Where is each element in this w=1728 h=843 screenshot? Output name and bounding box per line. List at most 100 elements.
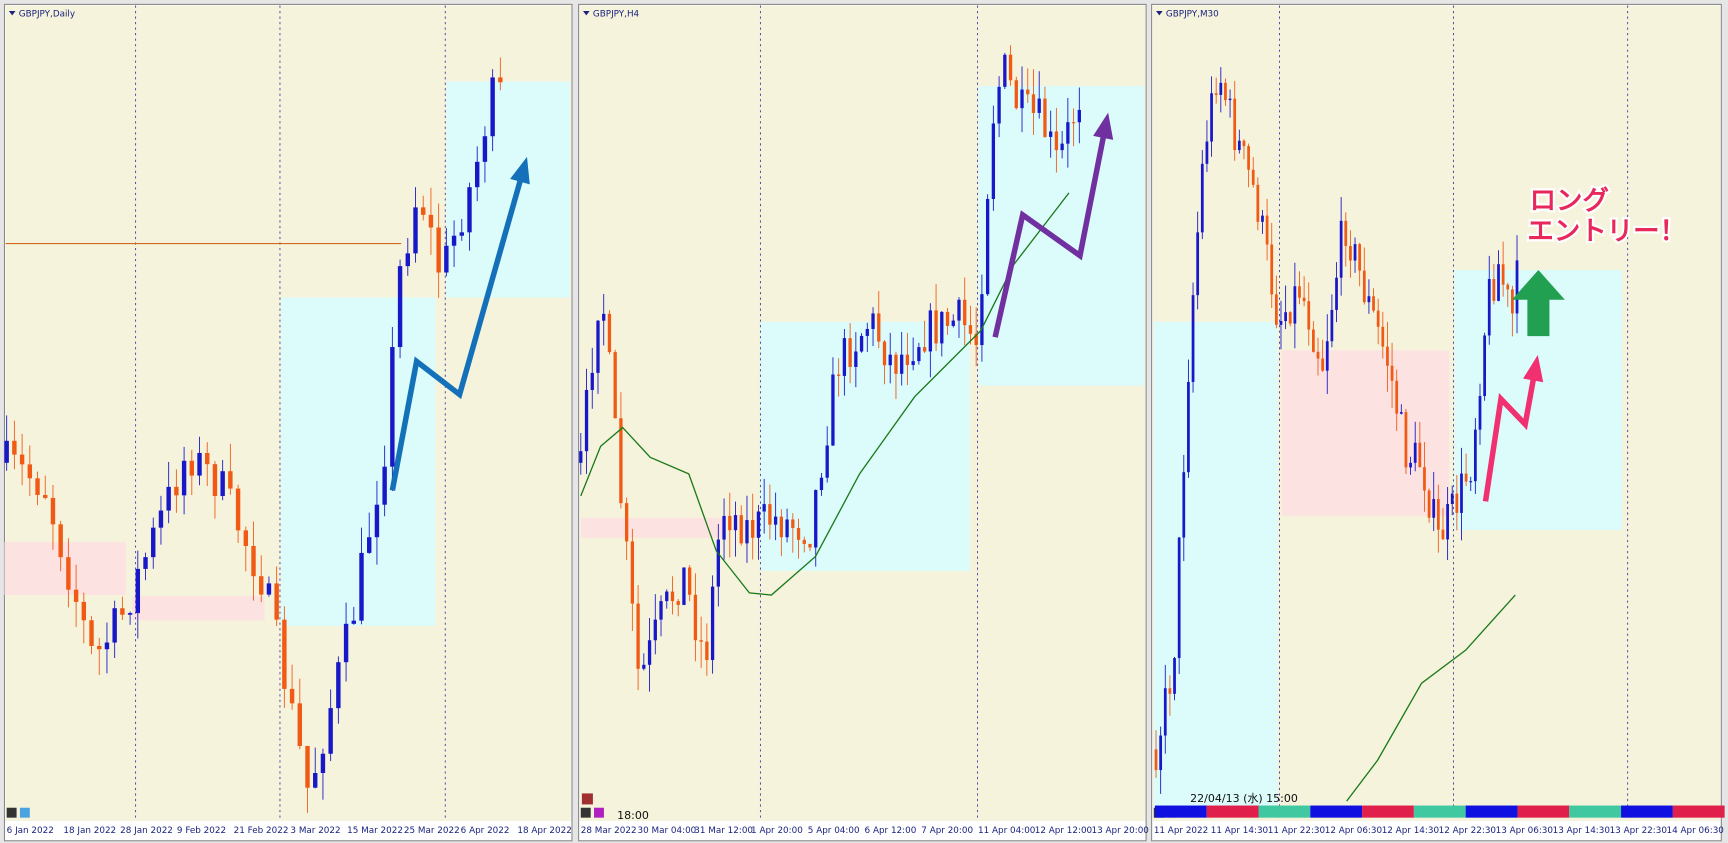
- candle: [1372, 296, 1375, 311]
- candle: [894, 354, 898, 374]
- candle: [596, 320, 600, 373]
- candle: [1219, 82, 1223, 95]
- candle: [359, 552, 364, 621]
- candle: [613, 352, 617, 419]
- candle: [1037, 98, 1041, 113]
- candle: [1242, 140, 1246, 147]
- candle: [1483, 335, 1487, 397]
- title-marker: [8, 11, 16, 16]
- zone: [580, 517, 725, 538]
- candle: [50, 497, 56, 525]
- candle: [1376, 310, 1380, 327]
- candle: [1478, 396, 1482, 430]
- panel-title: GBPJPY,H4: [593, 10, 640, 20]
- candle: [1251, 169, 1255, 185]
- candle: [1487, 278, 1491, 336]
- candle: [945, 311, 950, 326]
- candle: [212, 464, 218, 496]
- candle: [498, 77, 503, 83]
- candle: [728, 515, 732, 531]
- candle: [1284, 312, 1287, 322]
- zone: [281, 297, 436, 626]
- candle: [751, 520, 755, 538]
- candle: [665, 591, 669, 602]
- zone: [1281, 350, 1450, 516]
- trend-arrow: [992, 120, 1110, 338]
- x-axis-label: 13 Apr 14:30: [1553, 826, 1611, 836]
- candle: [1293, 286, 1297, 324]
- candle: [1330, 309, 1334, 342]
- trend-arrow: [389, 164, 528, 491]
- candle: [871, 313, 875, 329]
- candle: [266, 583, 272, 595]
- candle: [905, 354, 910, 366]
- close-button: [581, 793, 593, 805]
- candle: [1464, 473, 1468, 482]
- candle: [1409, 462, 1412, 468]
- candle: [642, 664, 646, 669]
- candle: [997, 86, 1001, 124]
- candle: [1279, 321, 1283, 325]
- candle: [1386, 346, 1389, 366]
- candle: [991, 123, 996, 199]
- candle: [4, 440, 9, 463]
- candle: [151, 527, 156, 558]
- candle: [842, 338, 847, 376]
- session-bar: [1206, 805, 1259, 818]
- x-axis-label: 7 Apr 20:00: [921, 826, 973, 836]
- x-axis-label: 5 Apr 04:00: [808, 826, 860, 836]
- x-axis-label: 15 Mar 2022: [347, 826, 403, 836]
- candle: [590, 372, 594, 390]
- candle: [1163, 688, 1167, 736]
- candle: [1014, 80, 1018, 109]
- candle: [181, 460, 187, 496]
- candle: [1450, 493, 1454, 505]
- candle: [636, 603, 640, 669]
- candle: [980, 294, 984, 346]
- candle: [405, 253, 410, 267]
- candle: [382, 466, 387, 505]
- candle: [1367, 296, 1371, 303]
- candle: [1427, 490, 1431, 518]
- candle: [1469, 481, 1473, 483]
- time-label: 18:00: [617, 809, 649, 822]
- zone: [446, 81, 570, 298]
- candle: [1298, 286, 1301, 298]
- candle: [934, 310, 938, 344]
- x-axis-label: 12 Apr 06:30: [1325, 826, 1383, 836]
- candle: [1307, 301, 1311, 330]
- candle: [957, 299, 961, 321]
- candle: [274, 583, 279, 620]
- candle: [1492, 278, 1496, 301]
- zone: [760, 321, 970, 571]
- candle: [1381, 326, 1385, 347]
- x-axis-label: 18 Apr 2022: [517, 826, 571, 836]
- candle: [1159, 735, 1163, 771]
- candle: [877, 313, 881, 342]
- candle: [814, 490, 818, 548]
- candle: [413, 207, 418, 254]
- candle: [1501, 264, 1505, 285]
- candle: [305, 745, 310, 788]
- candle: [35, 478, 40, 495]
- candle: [693, 594, 698, 641]
- candle: [482, 136, 488, 162]
- candle: [1026, 89, 1030, 95]
- x-axis-label: 31 Mar 12:00: [694, 826, 753, 836]
- candle: [1214, 93, 1218, 95]
- candle: [1261, 215, 1264, 222]
- candle: [607, 313, 612, 353]
- candle: [791, 519, 795, 528]
- candle: [1196, 232, 1200, 296]
- candle: [451, 235, 457, 246]
- candle: [166, 486, 171, 511]
- candle: [722, 515, 726, 540]
- candle: [73, 589, 79, 602]
- candle: [900, 354, 904, 374]
- candle: [762, 504, 766, 512]
- x-axis-strip: [5, 820, 571, 840]
- candle: [1515, 260, 1519, 314]
- candle: [490, 77, 495, 137]
- candle: [917, 347, 921, 362]
